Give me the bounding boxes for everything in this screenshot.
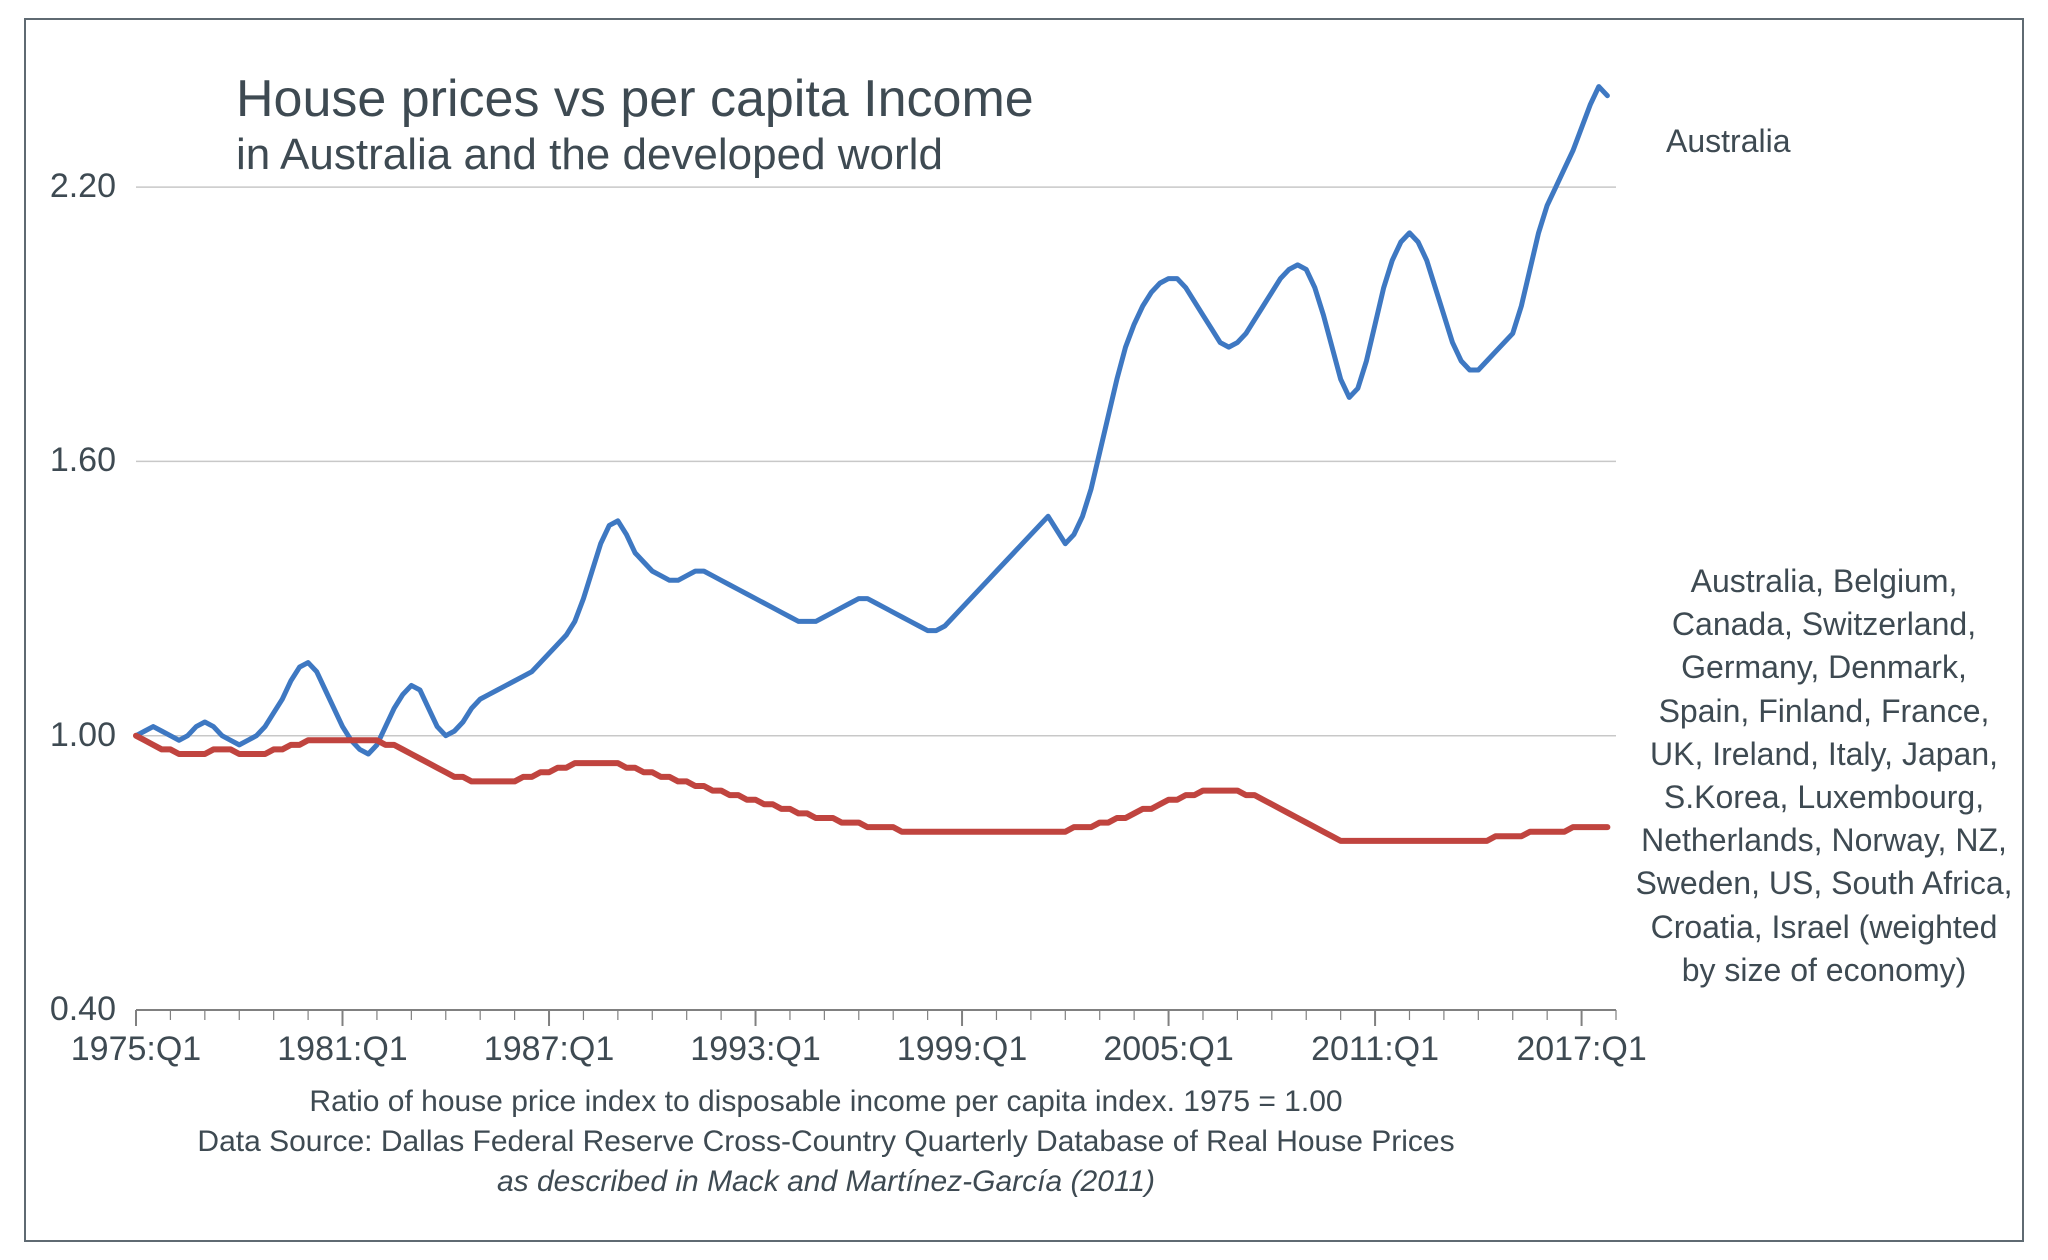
x-tick-label: 1993:Q1 bbox=[690, 1030, 820, 1069]
series-label-developedworld: Australia, Belgium, Canada, Switzerland,… bbox=[1634, 560, 2014, 992]
x-tick-label: 2005:Q1 bbox=[1103, 1030, 1233, 1069]
y-tick-label: 1.00 bbox=[36, 716, 116, 755]
series-label-australia: Australia bbox=[1666, 120, 1791, 163]
x-tick-label: 2017:Q1 bbox=[1516, 1030, 1646, 1069]
chart-frame: House prices vs per capita Income in Aus… bbox=[24, 18, 2024, 1242]
y-tick-label: 1.60 bbox=[36, 441, 116, 480]
x-tick-label: 1981:Q1 bbox=[277, 1030, 407, 1069]
footnote-line: Ratio of house price index to disposable… bbox=[26, 1085, 1626, 1119]
footnote-line: Data Source: Dallas Federal Reserve Cros… bbox=[26, 1125, 1626, 1159]
x-tick-label: 1999:Q1 bbox=[897, 1030, 1027, 1069]
y-tick-label: 2.20 bbox=[36, 167, 116, 206]
x-tick-label: 1975:Q1 bbox=[71, 1030, 201, 1069]
footnote-line: as described in Mack and Martínez-García… bbox=[26, 1165, 1626, 1199]
x-tick-label: 2011:Q1 bbox=[1311, 1030, 1439, 1069]
y-tick-label: 0.40 bbox=[36, 990, 116, 1029]
x-tick-label: 1987:Q1 bbox=[484, 1030, 614, 1069]
chart-root: House prices vs per capita Income in Aus… bbox=[26, 20, 2026, 1244]
